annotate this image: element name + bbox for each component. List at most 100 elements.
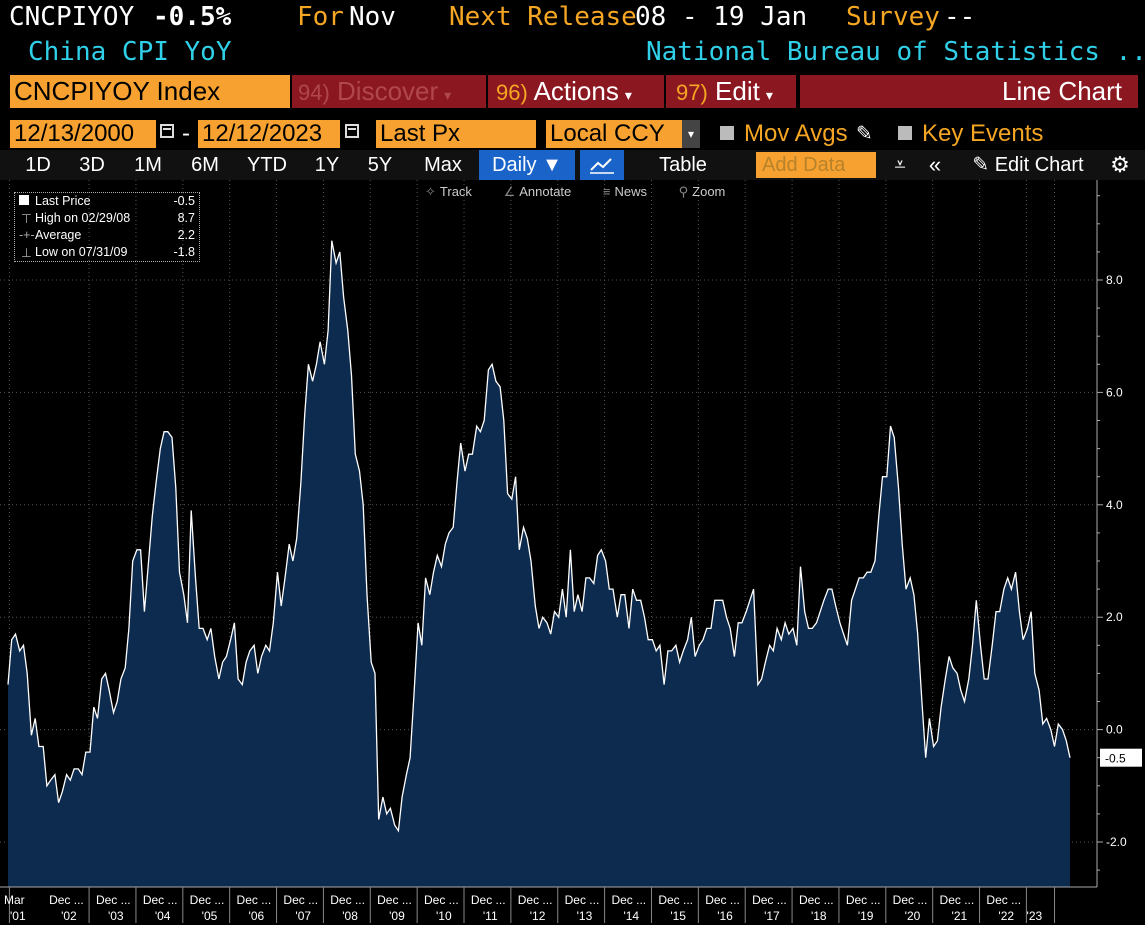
news-tool[interactable]: ≡ News — [602, 184, 647, 199]
mov-avgs-checkbox[interactable] — [720, 126, 734, 140]
x-tick-label-year: '10 — [436, 909, 452, 923]
x-tick-label-year: '09 — [389, 909, 405, 923]
key-events-label[interactable]: Key Events — [922, 120, 1044, 147]
x-tick-label-month: Dec ... — [846, 893, 881, 907]
x-tick-label-year: '14 — [623, 909, 639, 923]
annotate-tool[interactable]: ∠ Annotate — [503, 184, 572, 199]
y-tick-label: 0.0 — [1106, 723, 1123, 737]
y-tick-label: 8.0 — [1106, 273, 1123, 287]
legend-avg-label: Average — [35, 228, 82, 242]
start-date-input[interactable]: 12/13/2000 — [10, 120, 156, 148]
x-tick-label-year: '07 — [295, 909, 311, 923]
calendar-icon[interactable] — [160, 124, 174, 138]
x-tick-label-month: Dec ... — [330, 893, 365, 907]
for-label: For — [297, 2, 344, 32]
cpi-line — [7, 240, 1071, 833]
frequency-select[interactable]: Daily ▼ — [479, 150, 575, 180]
actions-label: Actions — [533, 76, 619, 106]
last-value-box — [1100, 748, 1142, 767]
legend-last-label: Last Price — [35, 194, 91, 208]
next-release-value: 08 - 19 Jan — [635, 2, 808, 32]
track-tool[interactable]: ✧ Track — [425, 184, 472, 199]
x-tick-label-year: '04 — [155, 909, 171, 923]
line-chart-icon[interactable] — [580, 150, 624, 180]
x-tick-label-month: Dec ... — [705, 893, 740, 907]
x-tick-label-year: '11 — [483, 909, 498, 923]
filter-icon[interactable]: ⩡ — [894, 154, 906, 176]
edit-menu[interactable]: 97) Edit ▾ — [666, 75, 796, 108]
gear-icon[interactable]: ⚙ — [1110, 152, 1130, 177]
cpi-line-chart[interactable]: 8.0 6.0 4.0 2.0 0.0 -2.0 -0.5 Mar '01 Dec ... '02… — [0, 180, 1145, 925]
x-tick-label-year: '22 — [998, 909, 1014, 923]
legend-high-label: High on 02/29/08 — [35, 211, 131, 225]
edit-number: 97) — [676, 80, 708, 105]
header-row: CNCPIYOY -0.5% For Nov Next Release 08 -… — [0, 0, 1145, 36]
pencil-icon[interactable]: ✎ — [856, 123, 873, 145]
legend-low-label: Low on 07/31/09 — [35, 245, 128, 259]
x-tick-label-month: Dec ... — [96, 893, 131, 907]
range-1m[interactable]: 1M — [134, 154, 162, 176]
menu-bar: CNCPIYOY Index 94) Discover ▾ 96) Actions… — [0, 75, 1145, 108]
x-tick-label-month: Dec ... — [893, 893, 928, 907]
key-events-checkbox[interactable] — [898, 126, 912, 140]
actions-menu[interactable]: 96) Actions ▾ — [488, 75, 664, 108]
x-tick-label-year: '23 — [1027, 909, 1043, 923]
for-value: Nov — [349, 2, 396, 32]
x-tick-label-month: Dec ... — [518, 893, 553, 907]
add-data-input[interactable]: Add Data — [756, 152, 876, 178]
y-tick-label: 6.0 — [1106, 385, 1123, 399]
actions-number: 96) — [496, 80, 528, 105]
range-ytd[interactable]: YTD — [247, 154, 287, 176]
x-tick-label-year: '02 — [61, 909, 77, 923]
chevron-down-icon: ▾ — [444, 87, 452, 103]
edit-chart-label: Edit Chart — [994, 154, 1084, 176]
range-6m[interactable]: 6M — [191, 154, 219, 176]
legend-high-value: 8.7 — [177, 211, 195, 225]
mov-avgs-label[interactable]: Mov Avgs — [744, 120, 848, 147]
chart-type-label[interactable]: Line Chart — [800, 75, 1138, 108]
index-field[interactable]: CNCPIYOY Index — [10, 75, 290, 108]
x-tick-label-month: Dec ... — [940, 893, 975, 907]
range-max[interactable]: Max — [424, 154, 462, 176]
edit-label: Edit — [715, 76, 760, 106]
collapse-icon[interactable]: « — [928, 152, 942, 177]
x-tick-label-month: Dec ... — [283, 893, 318, 907]
discover-label: Discover — [337, 76, 439, 106]
x-tick-label-month: Dec ... — [658, 893, 693, 907]
range-1y[interactable]: 1Y — [314, 154, 340, 176]
x-tick-label-year: '03 — [108, 909, 124, 923]
source-label: National Bureau of Statistics ... — [646, 37, 1145, 67]
x-tick-label-year: '18 — [811, 909, 827, 923]
date-separator: - — [182, 120, 190, 147]
x-tick-label-year: '15 — [670, 909, 686, 923]
x-tick-label-year: '05 — [202, 909, 218, 923]
edit-chart-button[interactable]: ✎ Edit Chart — [958, 150, 1098, 180]
x-tick-label-year: '12 — [530, 909, 546, 923]
triangle-down-icon: ▼ — [542, 154, 562, 176]
end-date-input[interactable]: 12/12/2023 — [198, 120, 340, 148]
x-tick-label-month: Dec ... — [377, 893, 412, 907]
x-tick-label-month: Dec ... — [471, 893, 506, 907]
chevron-down-icon: ▾ — [624, 87, 632, 103]
range-5y[interactable]: 5Y — [367, 154, 393, 176]
pencil-icon: ✎ — [972, 154, 990, 176]
calendar-icon[interactable] — [345, 124, 359, 138]
description-row: China CPI YoY National Bureau of Statist… — [0, 36, 1145, 70]
table-button[interactable]: Table — [659, 154, 707, 176]
range-3d[interactable]: 3D — [79, 154, 105, 176]
x-tick-label-month: Dec ... — [237, 893, 272, 907]
x-tick-label-year: '16 — [717, 909, 733, 923]
zoom-tool[interactable]: ⚲ Zoom — [678, 184, 726, 199]
range-1d[interactable]: 1D — [25, 154, 51, 176]
legend-high-marker: ⊤ — [21, 212, 32, 226]
field-select[interactable]: Last Px — [376, 120, 536, 148]
x-tick-label-month: Dec ... — [799, 893, 834, 907]
toolbar: 1D 3D 1M 6M YTD 1Y 5Y Max Daily ▼ Table … — [0, 150, 1145, 180]
security-description: China CPI YoY — [28, 37, 232, 67]
legend-avg-marker: -+- — [19, 228, 35, 242]
legend-low-value: -1.8 — [173, 245, 195, 259]
chevron-down-icon[interactable]: ▾ — [682, 120, 700, 148]
x-tick-label-month: Dec ... — [565, 893, 600, 907]
currency-select[interactable]: Local CCY — [546, 120, 682, 148]
discover-menu[interactable]: 94) Discover ▾ — [292, 75, 486, 108]
